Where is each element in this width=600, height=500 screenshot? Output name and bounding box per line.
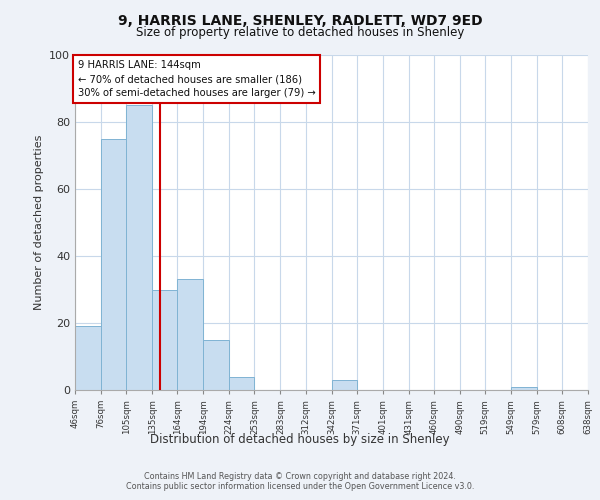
Text: Distribution of detached houses by size in Shenley: Distribution of detached houses by size …	[150, 432, 450, 446]
Bar	[152, 290, 177, 390]
Bar	[75, 326, 101, 390]
Bar	[203, 340, 229, 390]
Y-axis label: Number of detached properties: Number of detached properties	[34, 135, 44, 310]
Bar	[101, 138, 126, 390]
Text: Contains HM Land Registry data © Crown copyright and database right 2024.: Contains HM Land Registry data © Crown c…	[144, 472, 456, 481]
Text: Size of property relative to detached houses in Shenley: Size of property relative to detached ho…	[136, 26, 464, 39]
Bar	[229, 376, 254, 390]
Text: Contains public sector information licensed under the Open Government Licence v3: Contains public sector information licen…	[126, 482, 474, 491]
Bar	[331, 380, 356, 390]
Bar	[511, 386, 537, 390]
Bar	[126, 106, 152, 390]
Text: 9 HARRIS LANE: 144sqm
← 70% of detached houses are smaller (186)
30% of semi-det: 9 HARRIS LANE: 144sqm ← 70% of detached …	[77, 60, 316, 98]
Text: 9, HARRIS LANE, SHENLEY, RADLETT, WD7 9ED: 9, HARRIS LANE, SHENLEY, RADLETT, WD7 9E…	[118, 14, 482, 28]
Bar	[177, 280, 203, 390]
